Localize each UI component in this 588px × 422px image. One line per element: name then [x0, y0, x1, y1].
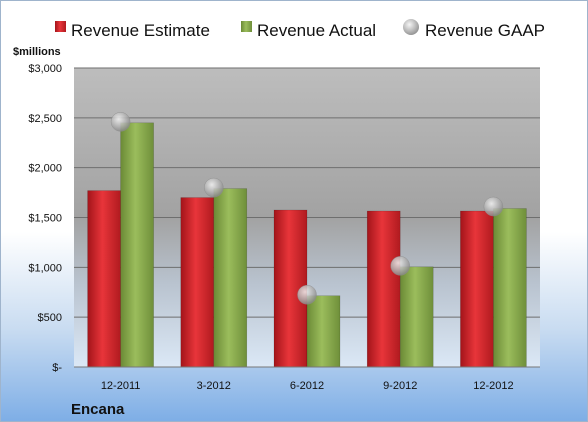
legend-swatch-estimate: [55, 21, 66, 32]
y-tick-label: $3,000: [28, 63, 62, 75]
x-tick-label: 12-2011: [101, 380, 141, 392]
actual-bar: [399, 266, 434, 368]
estimate-bar: [460, 210, 494, 368]
legend: Revenue Estimate Revenue Actual Revenue …: [55, 19, 545, 40]
y-tick-label: $-: [52, 362, 62, 374]
legend-label-gaap: Revenue GAAP: [425, 21, 545, 40]
gaap-markers: [110, 112, 504, 305]
gaap-marker: [483, 196, 504, 217]
gaap-marker: [390, 256, 410, 276]
y-tick-label: $1,500: [28, 213, 62, 225]
x-axis-ticks: 12-2011 3-2012 6-2012 9-2012 12-2012: [101, 380, 514, 392]
gaap-marker: [110, 112, 131, 132]
legend-swatch-gaap: [403, 19, 419, 35]
company-label: Encana: [71, 401, 125, 418]
x-tick-label: 3-2012: [197, 380, 231, 392]
x-tick-label: 6-2012: [290, 380, 324, 392]
y-tick-label: $2,000: [28, 163, 62, 175]
x-tick-label: 9-2012: [383, 380, 417, 392]
legend-label-estimate: Revenue Estimate: [71, 21, 210, 40]
actual-bar: [120, 122, 154, 368]
gaap-marker: [297, 284, 317, 305]
legend-swatch-actual: [241, 21, 252, 32]
estimate-bar: [366, 210, 401, 368]
gaap-marker: [204, 177, 224, 198]
estimate-bar: [87, 190, 121, 368]
y-axis-ticks: $- $500 $1,000 $1,500 $2,000 $2,500 $3,000: [28, 63, 62, 374]
y-tick-label: $2,500: [28, 113, 62, 125]
y-tick-label: $1,000: [28, 262, 62, 274]
estimate-bar: [180, 197, 215, 368]
y-axis-unit-label: $millions: [13, 46, 61, 58]
actual-bar: [306, 295, 341, 368]
legend-label-actual: Revenue Actual: [257, 21, 376, 40]
actual-bar: [493, 208, 527, 368]
actual-bar: [213, 188, 248, 368]
y-tick-label: $500: [38, 312, 62, 324]
x-tick-label: 12-2012: [473, 380, 513, 392]
